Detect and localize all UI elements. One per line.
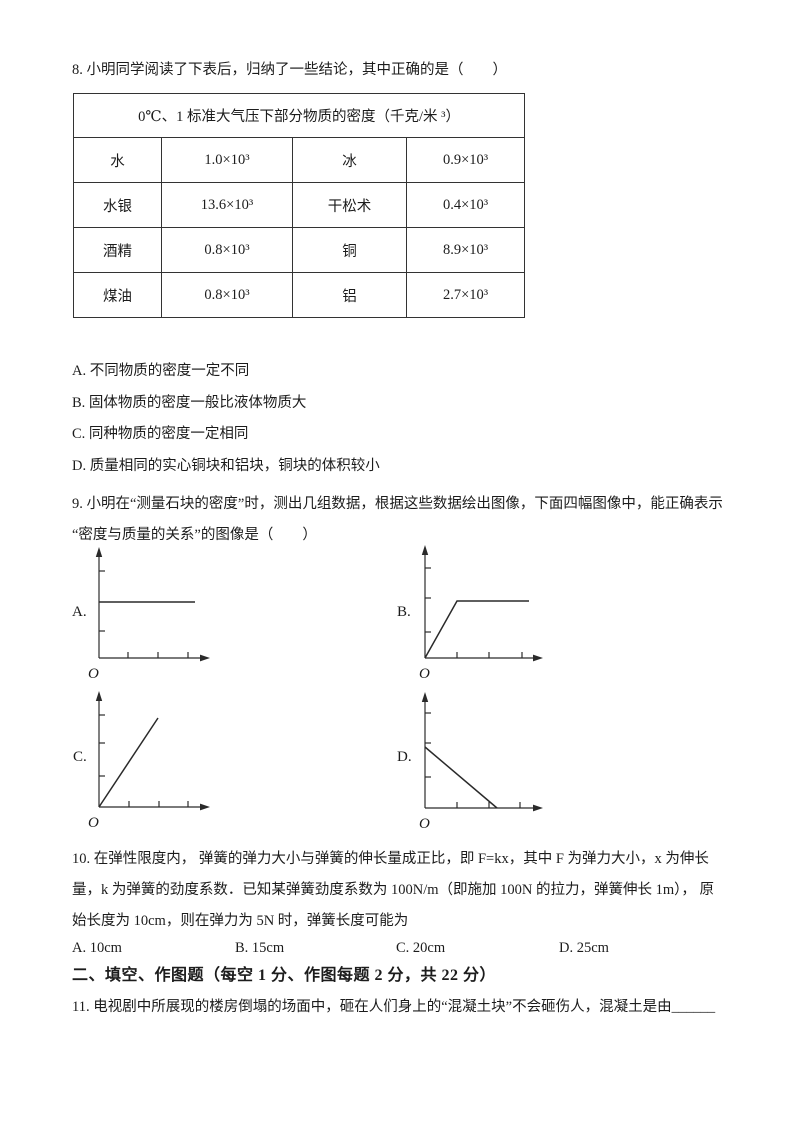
- table-row: 水 1.0×10³ 冰 0.9×10³: [73, 137, 526, 183]
- table-row: 煤油 0.8×10³ 铝 2.7×10³: [73, 272, 526, 318]
- figure-a-label: A.: [72, 604, 87, 620]
- substance-name: 铜: [292, 227, 407, 273]
- question-9-line2: “密度与质量的关系”的图像是（ ）: [72, 527, 317, 543]
- option-d: D. 质量相同的实心铜块和铝块，铜块的体积较小: [72, 458, 380, 475]
- table-header-row: 0℃、1 标准大气压下部分物质的密度（千克/米 ³）: [72, 93, 526, 138]
- substance-density: 0.8×10³: [161, 227, 293, 273]
- substance-density: 1.0×10³: [161, 137, 293, 183]
- question-10-line2: 量，k 为弹簧的劲度系数．已知某弹簧劲度系数为 100N/m（即施加 100N …: [72, 882, 715, 898]
- substance-name: 铝: [292, 272, 407, 318]
- question-10-text: 10. 在弹性限度内， 弹簧的弹力大小与弹簧的伸长量成正比，即 F=kx，其中 …: [72, 844, 714, 937]
- figure-d-origin: O: [419, 816, 430, 832]
- substance-name: 水: [73, 137, 162, 183]
- figure-d-label: D.: [397, 749, 412, 765]
- option-c: C. 20cm: [396, 940, 446, 956]
- table-title: 0℃、1 标准大气压下部分物质的密度（千克/米 ³）: [72, 93, 526, 138]
- figure-b-label: B.: [397, 604, 411, 620]
- density-table: 0℃、1 标准大气压下部分物质的密度（千克/米 ³） 水 1.0×10³ 冰 0…: [72, 93, 526, 318]
- substance-density: 13.6×10³: [161, 182, 293, 228]
- substance-density: 2.7×10³: [405, 272, 526, 318]
- substance-name: 水银: [73, 182, 162, 228]
- density-table-wrapper: 0℃、1 标准大气压下部分物质的密度（千克/米 ³） 水 1.0×10³ 冰 0…: [72, 93, 526, 318]
- question-10-line3: 始长度为 10cm，则在弹力为 5N 时，弹簧长度可能为: [72, 913, 409, 929]
- substance-density: 0.9×10³: [405, 137, 526, 183]
- option-b: B. 15cm: [235, 940, 285, 956]
- substance-name: 煤油: [73, 272, 162, 318]
- figure-d-graph: O: [419, 692, 543, 832]
- question-9-text: 9. 小明在“测量石块的密度”时，测出几组数据，根据这些数据绘出图像，下面四幅图…: [72, 489, 723, 551]
- table-row: 水银 13.6×10³ 干松术 0.4×10³: [73, 182, 526, 228]
- substance-density: 0.4×10³: [405, 182, 526, 228]
- table-row: 酒精 0.8×10³ 铜 8.9×10³: [73, 227, 526, 273]
- question-8-text: 8. 小明同学阅读了下表后，归纳了一些结论，其中正确的是（ ）: [72, 62, 507, 78]
- figure-b-origin: O: [419, 666, 430, 682]
- option-c: C. 同种物质的密度一定相同: [72, 426, 249, 443]
- substance-name: 干松术: [292, 182, 407, 228]
- substance-density: 8.9×10³: [405, 227, 526, 273]
- figure-b-graph: O: [419, 545, 543, 682]
- figure-c-origin: O: [88, 815, 99, 831]
- substance-name: 冰: [292, 137, 407, 183]
- question-11-text: 11. 电视剧中所展现的楼房倒塌的场面中，砸在人们身上的“混凝土块”不会砸伤人，…: [72, 999, 716, 1015]
- question-9-line1: 9. 小明在“测量石块的密度”时，测出几组数据，根据这些数据绘出图像，下面四幅图…: [72, 496, 723, 512]
- figure-a-graph: O: [88, 547, 210, 682]
- substance-density: 0.8×10³: [161, 272, 293, 318]
- figure-c-label: C.: [73, 749, 87, 765]
- question-10-line1: 10. 在弹性限度内， 弹簧的弹力大小与弹簧的伸长量成正比，即 F=kx，其中 …: [72, 851, 709, 867]
- substance-name: 酒精: [73, 227, 162, 273]
- figure-c-graph: O: [88, 691, 210, 831]
- option-d: D. 25cm: [559, 940, 609, 956]
- option-a: A. 不同物质的密度一定不同: [72, 363, 250, 379]
- section-2-title: 二、填空、作图题（每空 1 分、作图每题 2 分，共 22 分）: [72, 967, 497, 984]
- option-b: B. 固体物质的密度一般比液体物质大: [72, 394, 307, 411]
- figure-a-origin: O: [88, 666, 99, 682]
- question-8-options: A. 不同物质的密度一定不同 B. 固体物质的密度一般比液体物质大 C. 同种物…: [72, 356, 380, 483]
- option-a: A. 10cm: [72, 940, 122, 956]
